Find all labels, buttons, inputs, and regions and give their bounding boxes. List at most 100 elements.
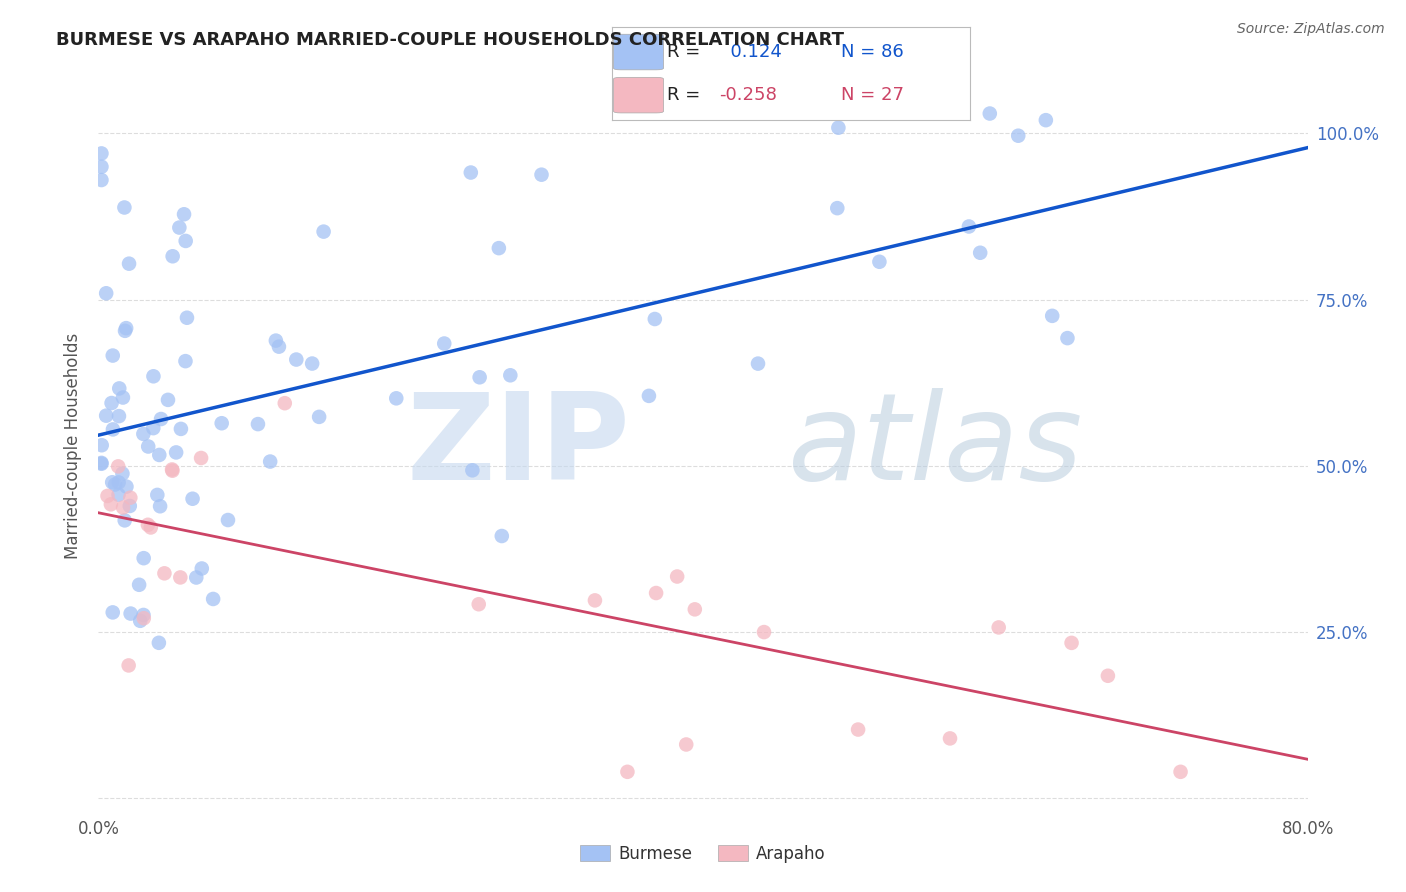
Point [1097,669,1119,683]
Point [675,738,697,752]
Point [100,396,122,410]
Point [191,561,214,575]
Point [312,225,335,239]
Point [666,569,689,583]
Point [132,551,155,566]
Point [129,614,152,628]
Point [136,440,159,454]
Point [162,249,184,263]
Point [211,416,233,430]
Point [308,409,330,424]
Point [987,620,1010,634]
Point [112,201,135,215]
Point [846,723,869,737]
Point [488,241,510,255]
Point [118,499,141,513]
Point [132,607,155,622]
Point [165,445,187,459]
Point [979,106,1001,120]
Point [120,607,142,621]
Point [616,764,638,779]
Point [132,611,155,625]
Point [186,570,208,584]
Text: ZIP: ZIP [406,387,630,505]
Point [136,517,159,532]
Point [128,578,150,592]
Text: N = 27: N = 27 [841,87,904,104]
Point [139,520,162,534]
Text: 0.124: 0.124 [720,43,782,61]
Point [1056,331,1078,345]
Point [301,357,323,371]
Point [176,310,198,325]
Point [100,497,122,511]
Point [530,168,553,182]
Point [1060,636,1083,650]
Point [90,457,112,471]
Point [149,500,172,514]
Point [107,488,129,502]
Point [150,412,173,426]
Point [96,409,118,423]
Point [827,201,849,215]
Point [101,475,124,490]
Point [264,334,287,348]
Point [246,417,269,431]
Point [1170,764,1192,779]
Point [1040,309,1063,323]
Point [174,234,197,248]
Point [174,354,197,368]
Text: BURMESE VS ARAPAHO MARRIED-COUPLE HOUSEHOLDS CORRELATION CHART: BURMESE VS ARAPAHO MARRIED-COUPLE HOUSEH… [56,31,844,49]
Point [939,731,962,746]
Point [111,467,134,481]
Point [433,336,456,351]
FancyBboxPatch shape [613,34,664,70]
Point [217,513,239,527]
Point [467,597,489,611]
Y-axis label: Married-couple Households: Married-couple Households [65,333,83,559]
Point [96,489,118,503]
Point [153,566,176,581]
Point [169,220,191,235]
Point [148,636,170,650]
Point [969,245,991,260]
Point [114,324,136,338]
Point [101,422,124,436]
Text: Source: ZipAtlas.com: Source: ZipAtlas.com [1237,22,1385,37]
Point [101,349,124,363]
Point [644,312,666,326]
Legend: Burmese, Arapaho: Burmese, Arapaho [574,838,832,869]
Point [115,480,138,494]
Text: N = 86: N = 86 [841,43,904,61]
Point [120,491,142,505]
Point [170,422,193,436]
Point [107,475,129,490]
Point [274,396,297,410]
Point [1035,113,1057,128]
Point [142,369,165,384]
Point [957,219,980,234]
Point [101,606,124,620]
Point [491,529,513,543]
Point [146,488,169,502]
Text: R =: R = [668,87,700,104]
Point [827,120,849,135]
Point [115,321,138,335]
Point [683,602,706,616]
Point [202,591,225,606]
Point [90,438,112,452]
Point [747,357,769,371]
Point [468,370,491,384]
Point [104,477,127,491]
Point [114,513,136,527]
Point [868,254,890,268]
Point [160,462,183,476]
Point [118,257,141,271]
Point [112,500,135,515]
Text: R =: R = [668,43,700,61]
Point [111,391,134,405]
Text: atlas: atlas [787,387,1083,505]
Point [173,207,195,221]
Point [752,625,775,640]
Point [181,491,204,506]
